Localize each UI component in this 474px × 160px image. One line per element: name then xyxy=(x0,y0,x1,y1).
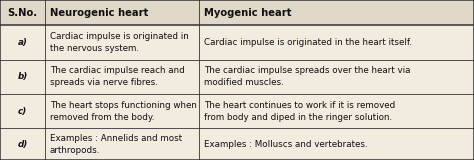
Text: S.No.: S.No. xyxy=(8,8,37,18)
Text: The heart continues to work if it is removed
from body and diped in the ringer s: The heart continues to work if it is rem… xyxy=(204,101,395,122)
Text: a): a) xyxy=(18,38,27,47)
Bar xyxy=(0,0,474,25)
Text: Cardiac impulse is originated in the heart itself.: Cardiac impulse is originated in the hea… xyxy=(204,38,412,47)
Text: c): c) xyxy=(18,107,27,116)
Text: Neurogenic heart: Neurogenic heart xyxy=(50,8,148,18)
Text: The cardiac impulse spreads over the heart via
modified muscles.: The cardiac impulse spreads over the hea… xyxy=(204,66,410,88)
Text: b): b) xyxy=(18,72,27,81)
Text: Myogenic heart: Myogenic heart xyxy=(204,8,292,18)
Text: Cardiac impulse is originated in
the nervous system.: Cardiac impulse is originated in the ner… xyxy=(50,32,189,53)
Text: Examples : Molluscs and vertebrates.: Examples : Molluscs and vertebrates. xyxy=(204,140,367,149)
Text: The cardiac impulse reach and
spreads via nerve fibres.: The cardiac impulse reach and spreads vi… xyxy=(50,66,184,88)
Text: d): d) xyxy=(18,140,27,149)
Text: The heart stops functioning when
removed from the body.: The heart stops functioning when removed… xyxy=(50,101,197,122)
Text: Examples : Annelids and most
arthropods.: Examples : Annelids and most arthropods. xyxy=(50,134,182,155)
